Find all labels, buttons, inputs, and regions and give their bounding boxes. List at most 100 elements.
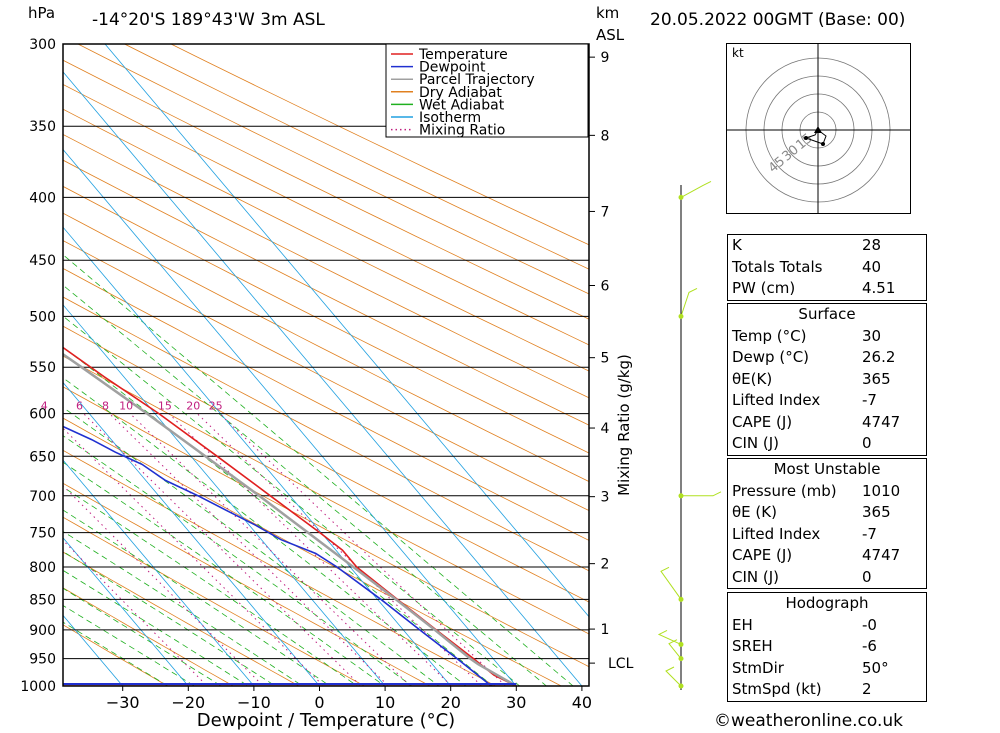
mixing-ratio-label: 4 <box>41 400 48 413</box>
index-row: K 28 <box>732 236 882 254</box>
isotherm-line <box>0 7 13 712</box>
wet-adiabat-line <box>63 346 494 686</box>
pressure-tick-label: 900 <box>29 623 56 639</box>
dry-adiabat-line <box>63 516 366 686</box>
hodograph-trace <box>804 129 827 145</box>
dry-adiabat-line <box>63 59 589 320</box>
mixing-ratio-label: 15 <box>158 400 172 413</box>
mu-row: Pressure (mb) 1010 <box>732 481 901 500</box>
isotherm-line <box>63 71 583 686</box>
hodo-row: SREH -6 <box>732 637 877 655</box>
dry-adiabat-line <box>77 44 589 295</box>
dry-adiabat-line <box>63 386 589 668</box>
dry-adiabat-line <box>63 417 563 686</box>
dry-adiabat-line <box>63 296 589 572</box>
pressure-tick-label: 300 <box>29 37 56 53</box>
pressure-tick-label: 350 <box>29 119 56 135</box>
wind-barb <box>657 629 682 645</box>
isotherm-line <box>104 44 589 618</box>
dry-adiabat-line <box>63 212 589 483</box>
legend-entry: Dry Adiabat <box>419 85 502 101</box>
wet-adiabat-line <box>63 284 548 686</box>
indices-table: K 28 Totals Totals 40 PW (cm) 4.51 <box>727 234 927 301</box>
pressure-tick-label: 650 <box>29 449 56 465</box>
surface-row: CAPE (J) 4747 <box>732 412 901 431</box>
dry-adiabat-line <box>63 482 431 686</box>
hodograph-point <box>821 142 825 146</box>
hodograph-table-title: Hodograph <box>785 594 869 612</box>
surface-row: Lifted Index -7 <box>732 391 877 409</box>
height-unit-label: km <box>596 4 620 22</box>
series-dewpoint <box>63 425 492 686</box>
mu-row: CIN (J) 0 <box>732 567 872 586</box>
mixing-ratio-line <box>129 413 412 686</box>
wet-adiabat-line <box>63 509 331 686</box>
x-tick-label: 40 <box>572 693 592 712</box>
surface-table: Surface Temp (°C) 30 Dewp (°C) 26.2 θE(K) 3… <box>727 303 927 456</box>
dry-adiabat-line <box>63 587 235 686</box>
surface-row: θE(K) 365 <box>732 369 891 388</box>
pressure-tick-label: 700 <box>29 489 56 505</box>
wind-barb <box>665 666 682 687</box>
pressure-unit-label: hPa <box>28 4 56 22</box>
dry-adiabat-line <box>63 355 589 635</box>
mu-row: Lifted Index -7 <box>732 524 877 543</box>
wind-barb <box>660 566 682 600</box>
dry-adiabat-line <box>63 185 589 454</box>
pressure-tick-label: 1000 <box>20 679 56 695</box>
pressure-tick-label: 400 <box>29 190 56 206</box>
isotherm-line <box>63 304 386 686</box>
hodo-row: StmDir 50° <box>732 658 889 677</box>
legend-entry: Parcel Trajectory <box>419 72 535 88</box>
mixing-ratio-line <box>219 413 507 686</box>
dry-adiabat-line <box>63 108 589 372</box>
isotherm-line <box>63 381 321 686</box>
mixing-ratio-line <box>63 427 325 686</box>
legend-entry: Dewpoint <box>419 60 486 76</box>
pressure-tick-label: 950 <box>29 652 56 668</box>
height-tick-label: 8 <box>601 128 610 144</box>
index-row: Totals Totals 40 <box>732 257 882 276</box>
legend-entry: Mixing Ratio <box>419 123 505 139</box>
wet-adiabat-line <box>63 377 467 686</box>
wind-barb <box>681 491 722 497</box>
x-axis-label: Dewpoint / Temperature (°C) <box>197 710 455 731</box>
hodograph: 15 30 45 kt <box>726 43 911 214</box>
height-tick-label: 1 <box>601 622 610 638</box>
x-tick-label: 10 <box>375 693 395 712</box>
wet-adiabat-line <box>63 605 196 686</box>
x-tick-label: 0 <box>314 693 324 712</box>
dry-adiabat-line <box>63 325 589 603</box>
legend-entry: Isotherm <box>419 110 481 126</box>
mu-row: CAPE (J) 4747 <box>732 546 901 564</box>
dry-adiabat-line <box>170 44 589 246</box>
pressure-tick-label: 450 <box>29 253 56 269</box>
pressure-tick-label: 800 <box>29 560 56 576</box>
hodo-row: StmSpd (kt) 2 <box>732 680 872 698</box>
legend-entry: Wet Adiabat <box>419 97 505 113</box>
mu-row: θE (K) 365 <box>732 503 891 521</box>
dry-adiabat-line <box>63 240 589 512</box>
copyright[interactable]: ©weatheronline.co.uk <box>714 711 904 731</box>
datetime-label: 20.05.2022 00GMT (Base: 00) <box>650 10 906 30</box>
mixing-ratio-label: 25 <box>209 400 223 413</box>
height-ref-label: ASL <box>596 26 625 44</box>
dry-adiabat-line <box>63 133 589 399</box>
wet-adiabat-line <box>63 486 358 686</box>
isotherm-line <box>63 459 255 686</box>
x-tick-label: −10 <box>237 693 271 712</box>
height-tick-label: 4 <box>601 421 610 437</box>
surface-row: Temp (°C) 30 <box>732 326 882 345</box>
index-row: PW (cm) 4.51 <box>732 279 896 297</box>
height-tick-label: 6 <box>601 279 610 295</box>
height-tick-label: 7 <box>601 204 610 220</box>
mixing-ratio-line <box>83 413 362 686</box>
pressure-tick-label: 600 <box>29 407 56 423</box>
wind-barb <box>680 287 698 317</box>
x-tick-label: −30 <box>106 693 140 712</box>
wind-barb <box>668 639 682 659</box>
surface-title: Surface <box>798 305 856 323</box>
mixing-ratio-label: 6 <box>76 400 83 413</box>
